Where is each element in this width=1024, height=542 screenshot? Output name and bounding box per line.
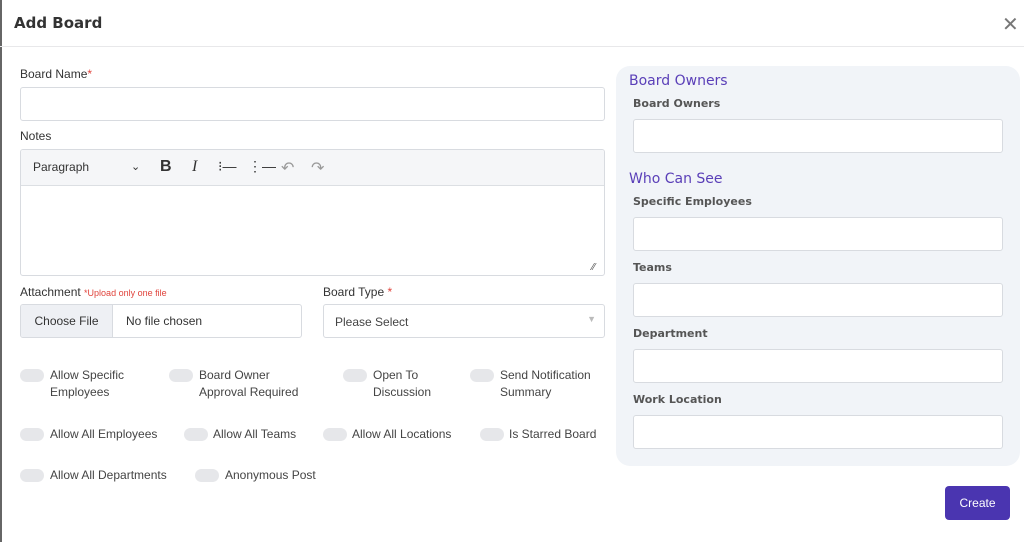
paragraph-select[interactable]: Paragraph — [33, 160, 89, 174]
toggle-board-owner-approval[interactable] — [169, 369, 193, 382]
board-owners-input[interactable] — [633, 119, 1003, 153]
toggle-allow-all-employees[interactable] — [20, 428, 44, 441]
toggle-allow-all-teams[interactable] — [184, 428, 208, 441]
file-input[interactable]: Choose File No file chosen — [20, 304, 302, 338]
work-location-label: Work Location — [633, 393, 722, 406]
paragraph-label: Paragraph — [33, 160, 90, 174]
toggle-allow-all-locations[interactable] — [323, 428, 347, 441]
board-type-select[interactable]: Please Select ▼ — [323, 304, 605, 338]
label-text: Board Name — [20, 67, 88, 81]
specific-employees-label: Specific Employees — [633, 195, 752, 208]
toggle-label: Is Starred Board — [509, 427, 597, 441]
toggle-label: Open To Discussion — [373, 368, 432, 399]
caret-down-icon: ▼ — [587, 314, 596, 324]
teams-label: Teams — [633, 261, 672, 274]
redo-icon[interactable]: ↷ — [311, 160, 325, 177]
toggle-label: Send Notification Summary — [500, 368, 591, 399]
editor-toolbar — [21, 150, 604, 186]
required-mark: * — [87, 67, 93, 81]
board-owners-label: Board Owners — [633, 97, 721, 110]
toggle-label: Allow All Locations — [352, 427, 452, 441]
italic-icon[interactable]: I — [192, 158, 198, 175]
department-input[interactable] — [633, 349, 1003, 383]
choose-file-button[interactable]: Choose File — [21, 305, 113, 337]
teams-input[interactable] — [633, 283, 1003, 317]
work-location-input[interactable] — [633, 415, 1003, 449]
toggle-label: Allow All Employees — [50, 427, 158, 441]
board-owners-heading: Board Owners — [629, 73, 728, 89]
select-placeholder: Please Select — [335, 315, 409, 329]
toggle-allow-specific-employees[interactable] — [20, 369, 44, 382]
required-mark: * — [387, 285, 393, 299]
notes-label: Notes — [20, 129, 52, 143]
create-button[interactable]: Create — [945, 486, 1010, 520]
toggle-send-notification-summary[interactable] — [470, 369, 494, 382]
bold-icon[interactable]: B — [160, 158, 172, 175]
notes-editor[interactable] — [20, 149, 605, 276]
toggle-label: Allow All Departments — [50, 468, 167, 482]
toggle-is-starred-board[interactable] — [480, 428, 504, 441]
toggle-anonymous-post[interactable] — [195, 469, 219, 482]
close-icon[interactable]: ✕ — [1002, 14, 1019, 36]
chevron-down-icon[interactable]: ⌄ — [131, 161, 141, 173]
toggle-label: Allow All Teams — [213, 427, 297, 441]
board-name-input[interactable] — [20, 87, 605, 121]
dialog-title: Add Board — [14, 14, 103, 32]
header-divider — [0, 46, 1024, 47]
specific-employees-input[interactable] — [633, 217, 1003, 251]
board-name-label: Board Name* — [20, 67, 92, 81]
toggle-label: Board Owner Approval Required — [199, 368, 299, 399]
label-text: Attachment — [20, 285, 81, 299]
toggle-open-to-discussion[interactable] — [343, 369, 367, 382]
board-type-label: Board Type * — [323, 285, 392, 299]
attachment-hint: *Upload only one file — [84, 288, 167, 298]
who-can-see-heading: Who Can See — [629, 171, 723, 187]
undo-icon[interactable]: ↶ — [281, 160, 295, 177]
toggle-label: Allow Specific Employees — [50, 368, 125, 399]
toggle-allow-all-departments[interactable] — [20, 469, 44, 482]
attachment-label: Attachment *Upload only one file — [20, 285, 167, 299]
department-label: Department — [633, 327, 708, 340]
file-status: No file chosen — [126, 314, 203, 328]
resize-handle-icon[interactable]: ⁄⁄ — [592, 262, 596, 273]
bullet-list-icon[interactable]: ⁝— — [218, 158, 237, 174]
label-text: Board Type — [323, 285, 385, 299]
window-edge — [0, 0, 2, 542]
toggle-label: Anonymous Post — [225, 468, 316, 482]
numbered-list-icon[interactable]: ⋮— — [248, 158, 276, 174]
